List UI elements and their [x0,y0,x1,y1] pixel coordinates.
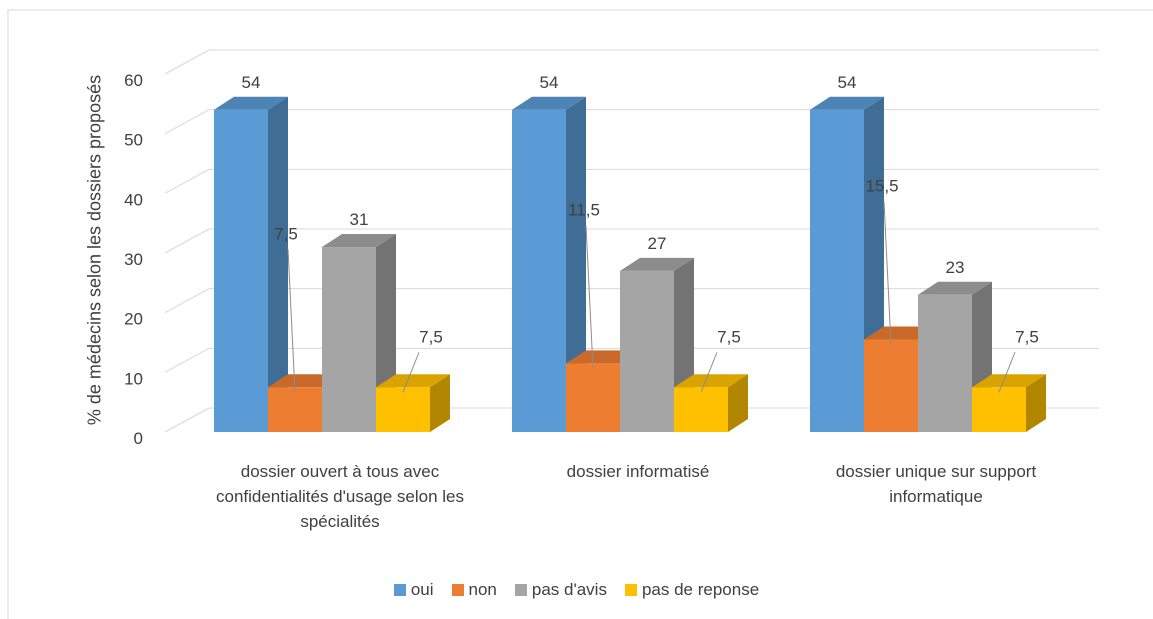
bar [972,387,1026,432]
bar-side [268,96,288,433]
data-label: 15,5 [865,177,898,196]
grid-line [164,109,210,135]
data-label: 7,5 [274,224,298,243]
bar [512,109,566,433]
x-tick-label: dossier unique sur support informatique [835,462,1037,506]
bar-side [1026,374,1046,432]
grid-line [164,228,210,254]
leader-line [700,352,718,393]
bar-top [674,374,748,388]
legend: oui non pas d'avis pas de reponse [0,580,1153,600]
legend-label: pas de reponse [641,580,760,599]
y-tick-label: 20 [124,310,143,329]
legend-item: non [451,580,497,600]
grid-line [164,49,210,75]
y-tick-label: 50 [124,131,143,150]
y-tick-label: 60 [124,71,143,90]
legend-item: pas de reponse [624,580,760,600]
bar-side [566,96,586,433]
legend-label: non [468,580,497,599]
bar-side [728,374,748,432]
bar-top [918,281,992,295]
data-label: 11,5 [568,200,600,219]
legend-label: oui [410,580,434,599]
leader-line [998,352,1016,393]
bar-top [512,96,586,110]
chart-border [7,9,1153,619]
grid-line [164,288,210,314]
bar-top [376,374,450,388]
bar-top [810,96,884,110]
y-axis-label: % de médecins selon les dossiers proposé… [84,74,105,426]
bar [566,363,620,432]
legend-swatch [393,584,406,596]
bar [918,294,972,432]
grid-line [164,347,210,373]
data-label: 31 [350,210,369,229]
bar-top [972,374,1046,388]
legend-swatch [514,584,527,596]
y-tick-label: 30 [124,250,143,269]
bar [214,109,268,433]
data-label: 27 [648,234,667,253]
bar-top [214,96,288,110]
bar [674,387,728,432]
x-tick-label: dossier ouvert à tous avec confidentiali… [215,462,465,531]
data-label: 54 [242,73,261,92]
grid-line [164,168,210,194]
bar-top [322,234,396,248]
data-label: 54 [838,73,857,92]
leader-line [287,249,296,393]
legend-swatch [451,584,464,596]
data-label: 7,5 [717,327,741,346]
grid-line [164,407,210,433]
leader-line [585,225,594,369]
legend-item: pas d'avis [514,580,607,600]
data-label: 7,5 [1015,327,1039,346]
data-label: 23 [946,258,965,277]
bar [268,387,322,432]
bar [620,270,674,432]
bar [376,387,430,432]
y-tick-label: 0 [134,429,143,448]
data-label: 7,5 [419,327,443,346]
y-tick-label: 10 [124,369,143,388]
leader-line [883,201,892,345]
bar [322,247,376,432]
legend-swatch [624,584,637,596]
bar-top [620,257,694,271]
leader-line [402,352,420,393]
x-tick-label: dossier informatisé [566,462,710,481]
bar [810,109,864,433]
y-tick-label: 40 [124,190,143,209]
legend-item: oui [393,580,434,600]
bar-side [430,374,450,432]
data-label: 54 [540,73,559,92]
legend-label: pas d'avis [531,580,607,599]
bar [864,339,918,432]
